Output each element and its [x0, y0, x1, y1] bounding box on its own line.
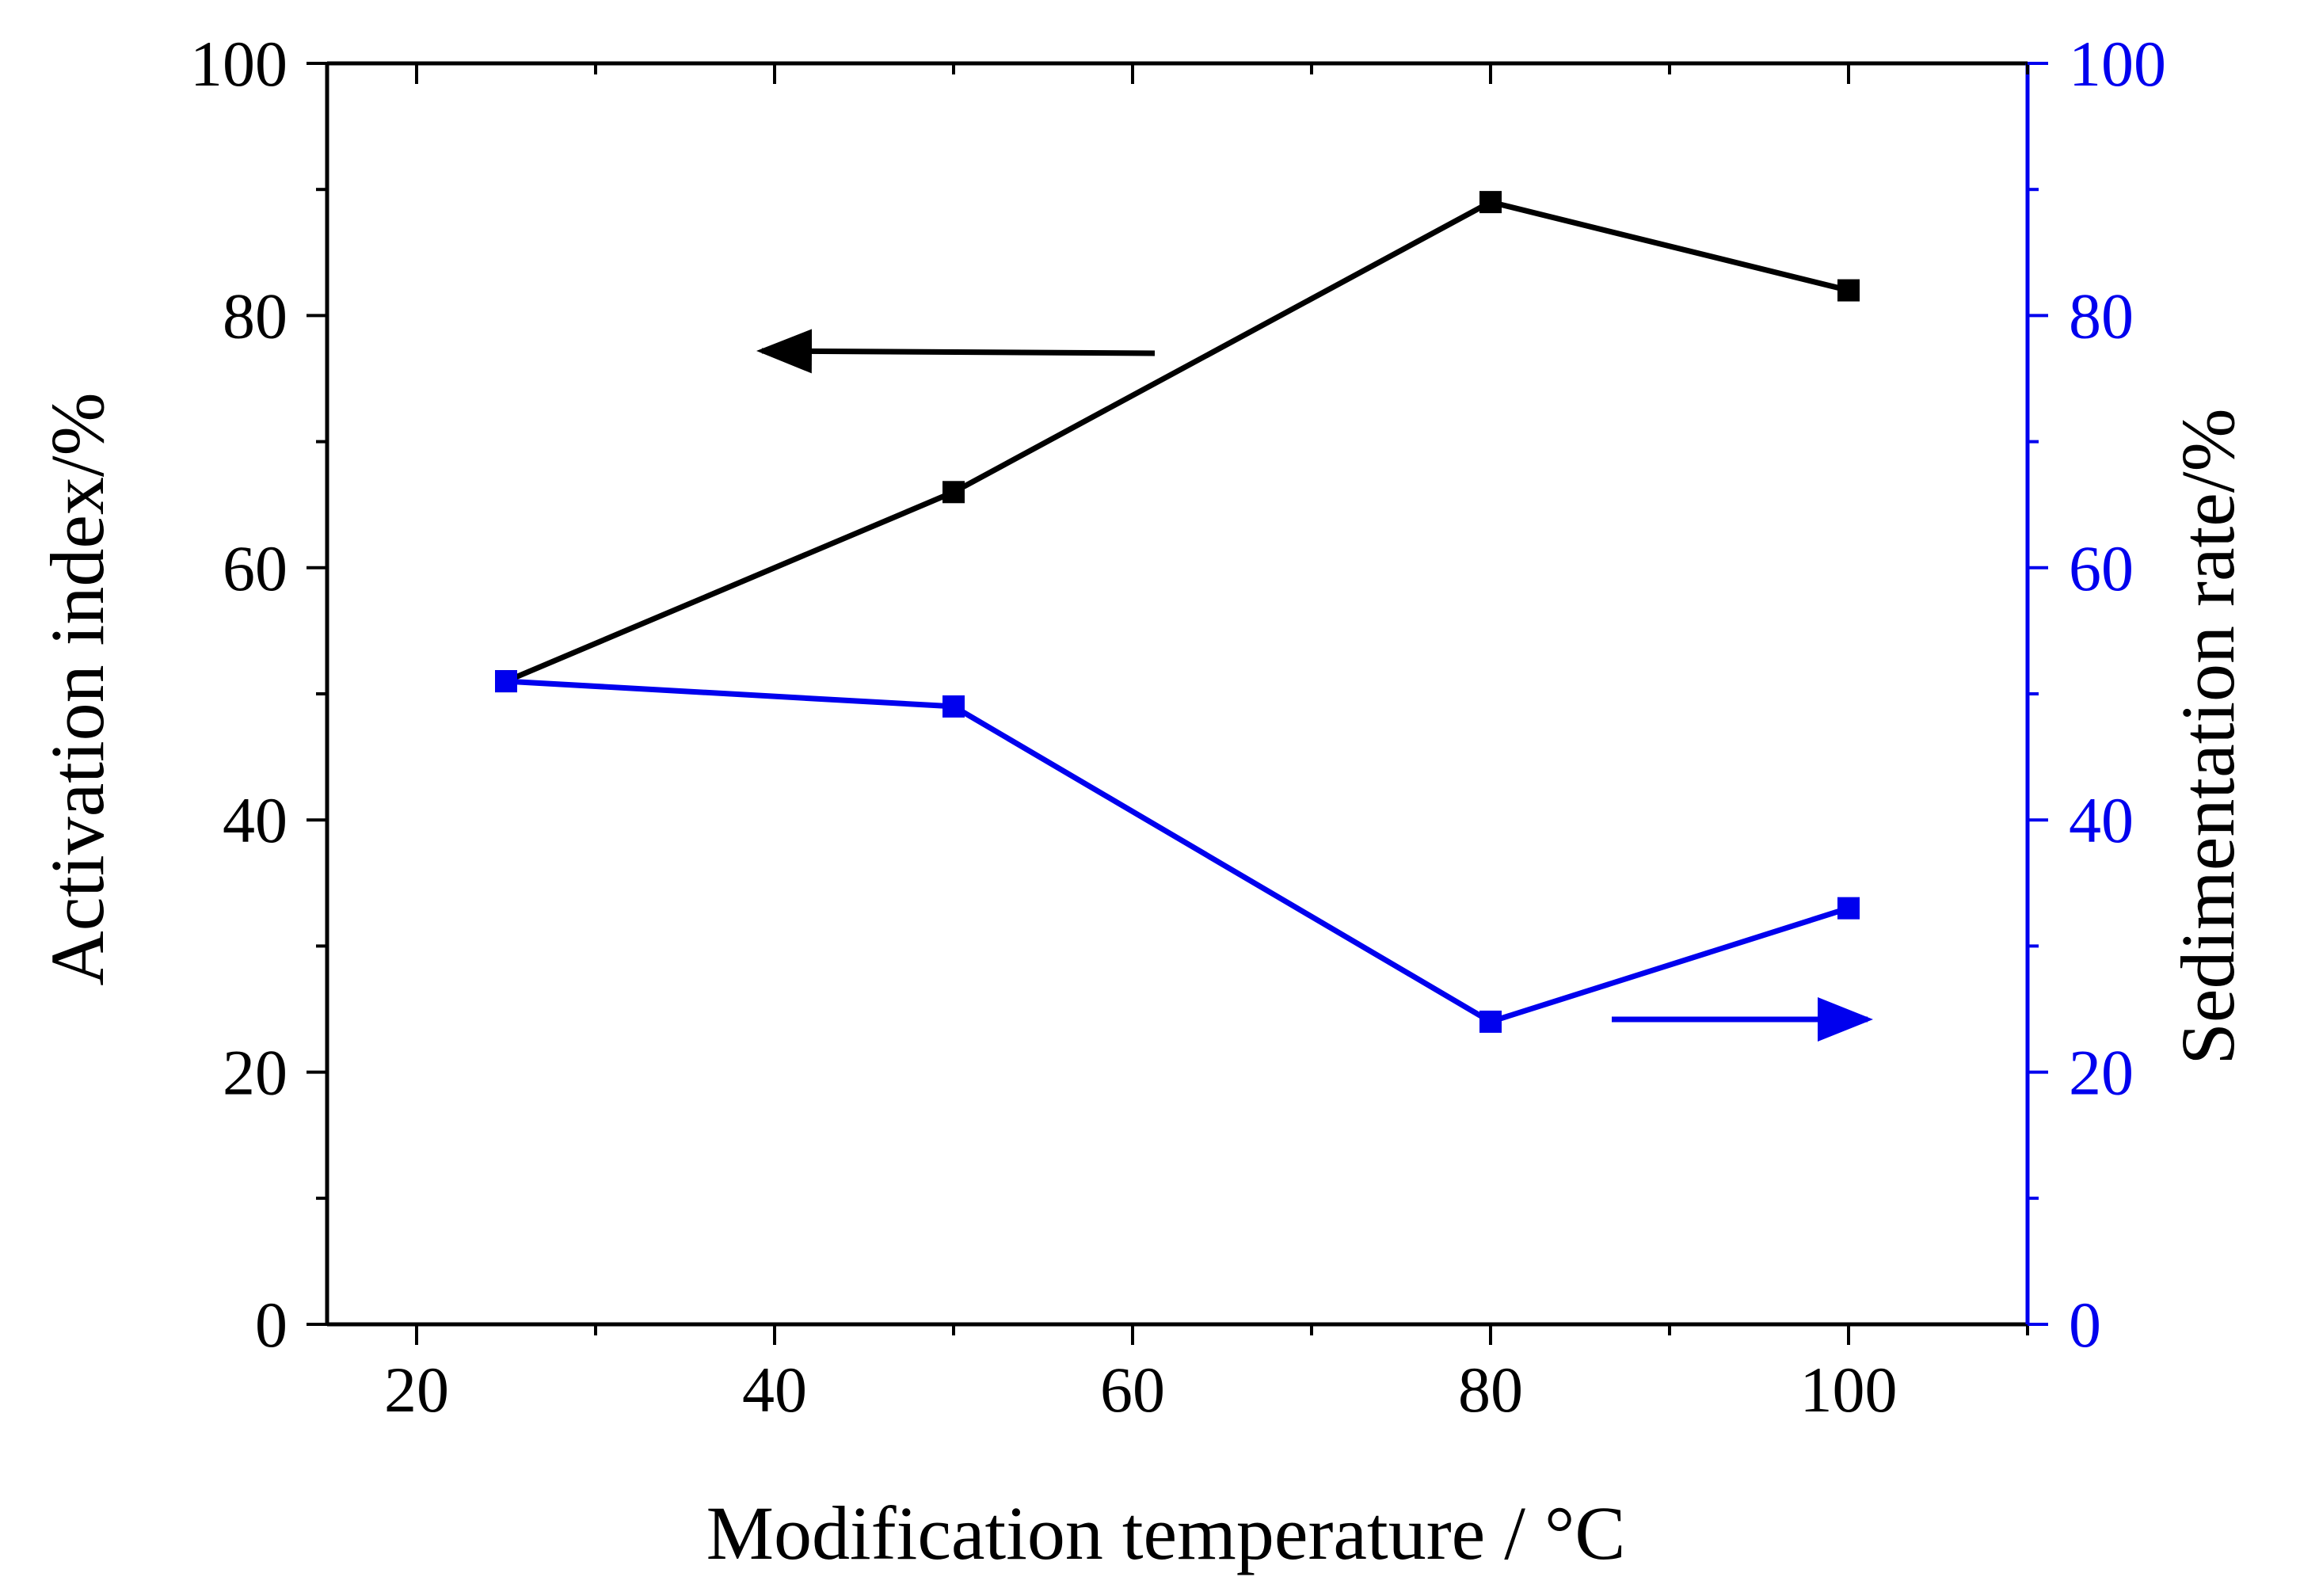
left-y-tick-label: 80 [223, 280, 288, 352]
right-y-tick-label: 100 [2069, 28, 2166, 100]
left-y-tick-label: 60 [223, 532, 288, 604]
x-tick-label: 40 [742, 1354, 807, 1426]
left-y-axis-title: Activation index/% [35, 392, 120, 985]
sedimentation-rate-point [1479, 1010, 1502, 1033]
activation-index-point [942, 481, 965, 504]
x-tick-label: 60 [1100, 1354, 1165, 1426]
x-axis-title: Modification temperature / °C [706, 1491, 1626, 1575]
x-tick-label: 20 [384, 1354, 449, 1426]
left-y-tick-label: 40 [223, 784, 288, 856]
sedimentation-rate-point [942, 695, 965, 718]
left-y-tick-label: 100 [190, 28, 288, 100]
x-tick-label: 80 [1458, 1354, 1523, 1426]
sedimentation-rate-point [1837, 897, 1860, 920]
right-y-tick-label: 20 [2069, 1037, 2134, 1109]
sedimentation-rate-line [505, 678, 1850, 1025]
left-y-tick-label: 0 [255, 1289, 288, 1361]
activation-index-line [505, 199, 1849, 684]
left-axis-arrow [756, 329, 1156, 374]
sedimentation-rate-point [495, 670, 517, 693]
x-tick-label: 100 [1800, 1354, 1898, 1426]
activation-index-point [1479, 191, 1502, 214]
activation-index-point [1837, 279, 1860, 302]
right-y-tick-label: 60 [2069, 532, 2134, 604]
right-y-tick-label: 0 [2069, 1289, 2101, 1361]
right-y-axis-title: Sedimentation rate/% [2165, 408, 2250, 1065]
right-y-tick-label: 40 [2069, 784, 2134, 856]
right-y-tick-label: 80 [2069, 280, 2134, 352]
left-y-tick-label: 20 [223, 1037, 288, 1109]
